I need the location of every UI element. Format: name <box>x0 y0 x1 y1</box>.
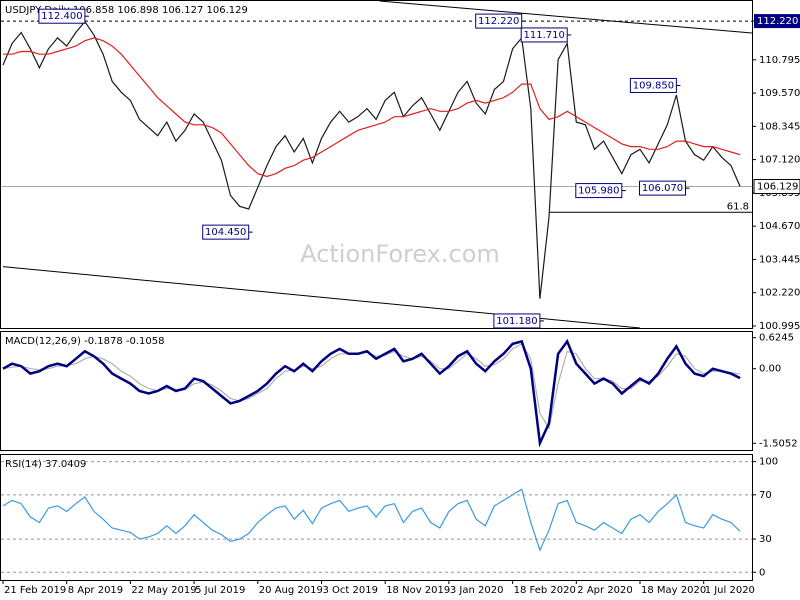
panel-title: USDJPY,Daily 106.858 106.898 106.127 106… <box>5 5 248 16</box>
y-tick-label: 100.995 <box>759 321 800 332</box>
series-line <box>2 338 741 448</box>
y-tick-label: 104.670 <box>759 221 800 232</box>
y-tick-label: 107.120 <box>759 155 800 166</box>
annotation-label: 109.850 <box>633 80 674 91</box>
x-tick-label: 1 Jul 2020 <box>705 585 755 596</box>
annotation-label: 106.070 <box>642 183 683 194</box>
annotation-box <box>520 27 568 43</box>
x-tick-label: 18 Feb 2020 <box>514 585 576 596</box>
x-tick-label: 18 May 2020 <box>641 585 706 596</box>
y-tick-label: 110.795 <box>759 55 800 66</box>
annotation-box <box>639 180 686 196</box>
y-tick-label: 108.345 <box>759 121 800 132</box>
x-tick-label: 20 Aug 2019 <box>259 585 323 596</box>
panel-title: MACD(12,26,9) -0.1878 -0.1058 <box>5 336 165 347</box>
series-line <box>2 20 741 299</box>
y-tick-label: -1.5052 <box>759 438 798 449</box>
annotation-label: 104.450 <box>205 227 246 238</box>
annotation-label: 112.400 <box>41 11 82 22</box>
annotation-box <box>38 8 86 24</box>
price-panel <box>0 0 753 329</box>
y-tick-label: 30 <box>759 534 772 545</box>
x-tick-label: 8 Apr 2019 <box>68 585 123 596</box>
x-tick-label: 2 Apr 2020 <box>577 585 632 596</box>
last-price-tag <box>753 179 800 195</box>
series-line <box>2 488 741 552</box>
watermark: ActionForex.com <box>300 240 500 268</box>
x-tick-label: 18 Nov 2019 <box>386 585 450 596</box>
resistance-label: 112.220 <box>757 16 798 27</box>
annotation-box <box>493 313 541 329</box>
annotation-label: 111.710 <box>524 30 565 41</box>
x-tick-label: 3 Oct 2019 <box>323 585 378 596</box>
resistance-tag <box>754 14 800 29</box>
annotation-box <box>575 183 623 199</box>
rsi-panel <box>0 454 753 581</box>
x-tick-label: 3 Jan 2020 <box>450 585 504 596</box>
annotation-label: 112.220 <box>478 16 519 27</box>
y-tick-label: 109.570 <box>759 88 800 99</box>
y-tick-label: 100 <box>759 457 778 468</box>
x-tick-label: 5 Jul 2019 <box>195 585 245 596</box>
y-tick-label: 0.00 <box>759 364 781 375</box>
fib-label: 61.8 <box>727 201 749 212</box>
x-tick-label: 22 May 2019 <box>131 585 196 596</box>
y-tick-label: 0 <box>759 567 765 578</box>
panel-title: RSI(14) 37.0409 <box>5 459 86 470</box>
annotation-label: 105.980 <box>578 186 619 197</box>
series-line <box>3 37 741 178</box>
last-price-label: 106.129 <box>757 182 798 193</box>
y-tick-label: 70 <box>759 490 772 501</box>
x-tick-label: 21 Feb 2019 <box>4 585 66 596</box>
annotation-box <box>475 13 523 29</box>
annotation-box <box>202 224 250 240</box>
trend-line <box>379 0 752 34</box>
annotation-label: 101.180 <box>496 316 537 327</box>
y-tick-label: 0.6245 <box>759 333 794 344</box>
macd-panel <box>0 331 753 451</box>
annotation-box <box>629 77 677 93</box>
y-tick-label: 103.445 <box>759 254 800 265</box>
y-tick-label: 102.220 <box>759 288 800 299</box>
